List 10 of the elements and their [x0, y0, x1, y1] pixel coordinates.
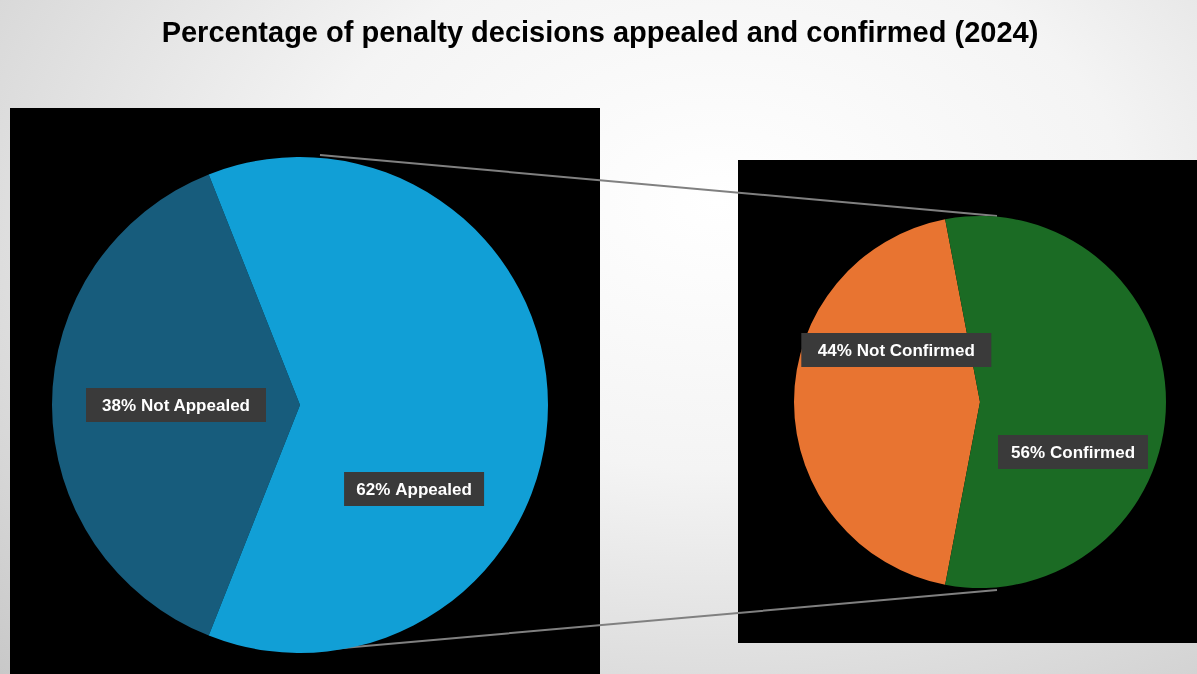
- data-label: 44%: [817, 340, 852, 360]
- data-label: 62%: [356, 479, 391, 499]
- pie-slice: [52, 174, 300, 636]
- chart-title: Percentage of penalty decisions appealed and confirmed (2024): [160, 15, 1040, 50]
- data-label: 56%: [1010, 442, 1046, 462]
- slice-label: Confirmed: [1050, 442, 1136, 462]
- slice-label: Not Confirmed: [856, 340, 975, 360]
- slice-label: Not Appealed: [141, 395, 250, 415]
- data-label: 38%: [102, 395, 137, 415]
- slice-label: Appealed: [395, 479, 472, 499]
